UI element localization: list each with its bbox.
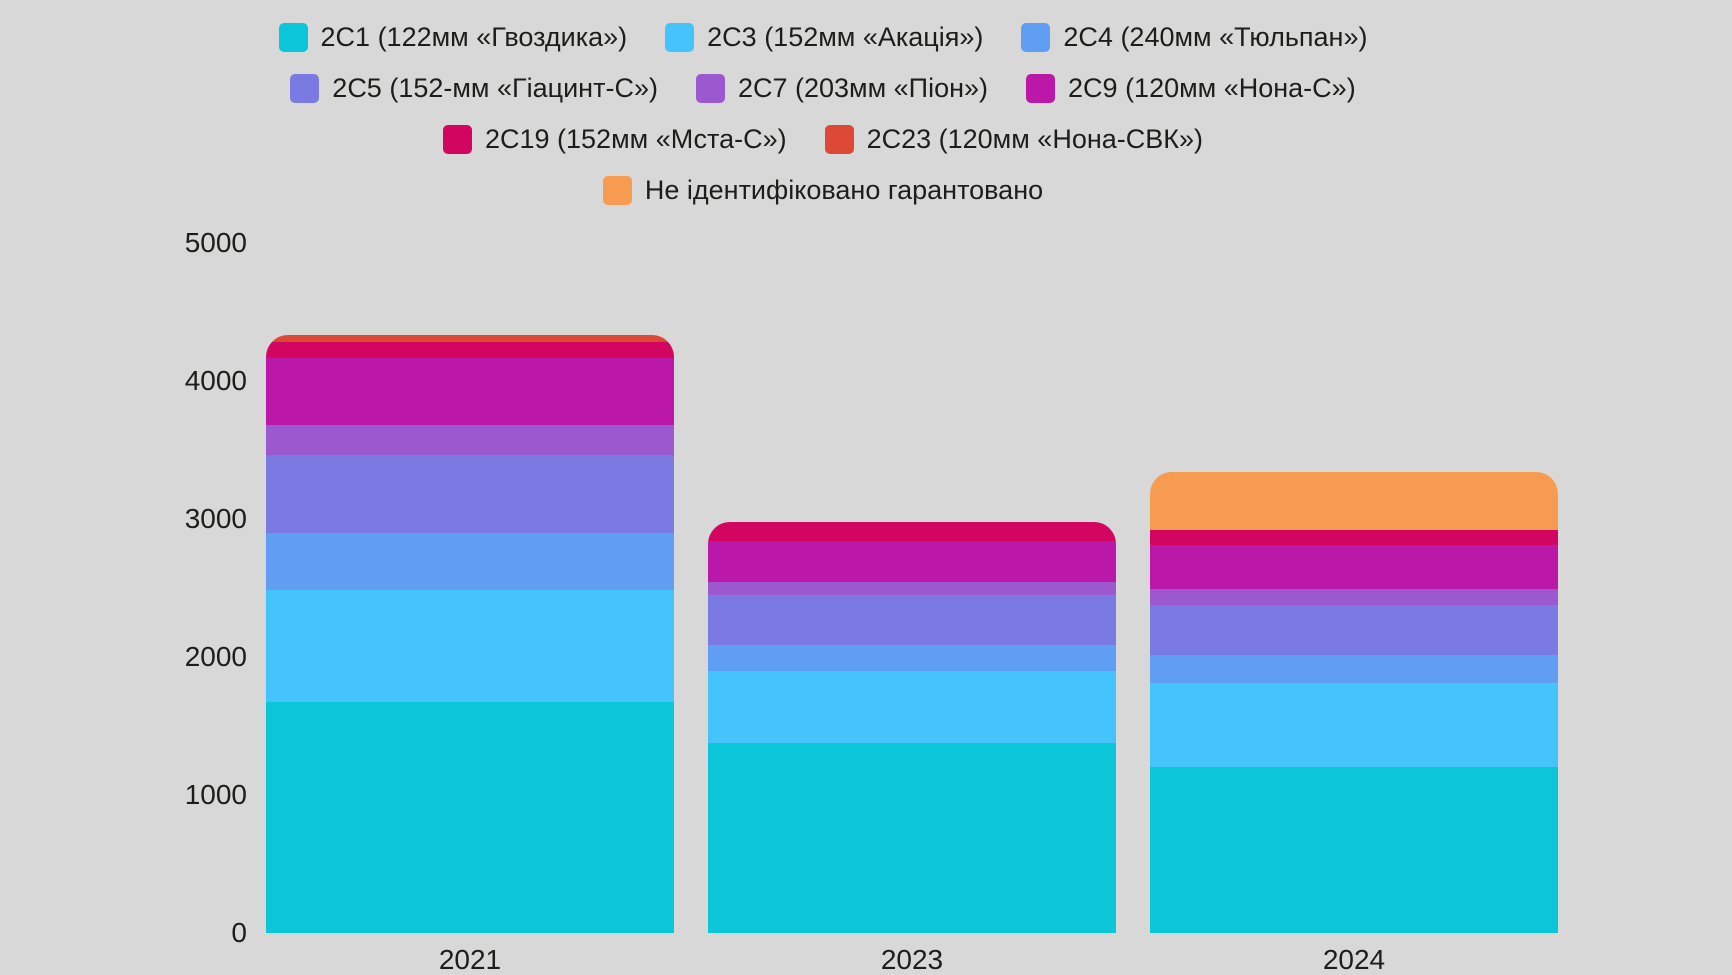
legend-label: 2С7 (203мм «Піон») <box>737 73 989 103</box>
bar-segment[interactable] <box>708 541 1116 582</box>
legend-row-4: Не ідентифіковано гарантовано <box>602 174 1044 207</box>
legend-swatch-icon <box>665 23 695 52</box>
legend-swatch-icon <box>290 74 320 103</box>
legend-item[interactable]: 2С5 (152-мм «Гіацинт-С») <box>290 72 658 105</box>
bar-segment[interactable] <box>266 335 674 343</box>
y-axis-tick-label: 3000 <box>184 503 247 534</box>
legend-row-3: 2С19 (152мм «Мста-С») 2С23 (120мм «Нона-С… <box>442 123 1203 156</box>
legend-swatch-icon <box>824 125 854 154</box>
bar-segment[interactable] <box>1150 683 1558 768</box>
legend-swatch-icon <box>602 176 632 205</box>
legend-label: 2С1 (122мм «Гвоздика») <box>320 22 628 52</box>
legend-label: 2С3 (152мм «Акація») <box>707 22 984 52</box>
chart-legend: 2С1 (122мм «Гвоздика») 2С3 (152мм «Акація… <box>0 21 1732 207</box>
legend-swatch-icon <box>1026 74 1056 103</box>
legend-row-1: 2С1 (122мм «Гвоздика») 2С3 (152мм «Акація… <box>278 21 1367 54</box>
legend-item[interactable]: 2С1 (122мм «Гвоздика») <box>278 21 628 54</box>
bar-segment[interactable] <box>266 358 674 426</box>
legend-label: 2С5 (152-мм «Гіацинт-С») <box>332 73 658 103</box>
legend-label: 2С4 (240мм «Тюльпан») <box>1063 22 1368 52</box>
bar-segment[interactable] <box>266 533 674 591</box>
bar-segment[interactable] <box>266 425 674 455</box>
bar-segment[interactable] <box>266 701 674 933</box>
bar-segment[interactable] <box>266 454 674 534</box>
bar-2024 <box>1150 472 1558 933</box>
legend-item[interactable]: 2С23 (120мм «Нона-СВК») <box>824 123 1203 156</box>
bar-segment[interactable] <box>708 644 1116 672</box>
y-axis-tick-label: 5000 <box>184 227 247 258</box>
legend-item[interactable]: Не ідентифіковано гарантовано <box>602 174 1044 207</box>
legend-label: 2С23 (120мм «Нона-СВК») <box>866 124 1203 154</box>
bar-segment[interactable] <box>1150 654 1558 684</box>
bar-segment[interactable] <box>708 522 1116 542</box>
y-axis-tick-label: 0 <box>231 917 247 948</box>
x-axis-category-label: 2023 <box>880 944 944 975</box>
bar-segment[interactable] <box>1150 472 1558 531</box>
legend-label: 2С19 (152мм «Мста-С») <box>484 124 787 154</box>
y-axis-tick-label: 2000 <box>184 641 247 672</box>
bar-2023 <box>708 522 1116 933</box>
bar-segment[interactable] <box>1150 605 1558 655</box>
legend-label: 2С9 (120мм «Нона-С») <box>1068 73 1356 103</box>
bar-2021 <box>266 335 674 933</box>
bar-segment[interactable] <box>708 743 1116 933</box>
legend-item[interactable]: 2С7 (203мм «Піон») <box>695 72 989 105</box>
y-axis-tick-label: 1000 <box>184 779 247 810</box>
legend-item[interactable]: 2С9 (120мм «Нона-С») <box>1026 72 1356 105</box>
legend-swatch-icon <box>1021 23 1051 52</box>
legend-item[interactable]: 2С3 (152мм «Акація») <box>665 21 983 54</box>
bar-segment[interactable] <box>708 581 1116 595</box>
legend-item[interactable]: 2С4 (240мм «Тюльпан») <box>1021 21 1367 54</box>
bar-segment[interactable] <box>1150 545 1558 589</box>
x-axis-category-label: 2021 <box>438 944 502 975</box>
bar-segment[interactable] <box>708 671 1116 744</box>
bar-segment[interactable] <box>266 342 674 359</box>
legend-item[interactable]: 2С19 (152мм «Мста-С») <box>442 123 787 156</box>
bar-segment[interactable] <box>1150 767 1558 933</box>
bar-segment[interactable] <box>1150 588 1558 606</box>
bar-segment[interactable] <box>266 590 674 702</box>
y-axis-tick-label: 4000 <box>184 365 247 396</box>
bar-segment[interactable] <box>708 594 1116 645</box>
x-axis-category-label: 2024 <box>1322 944 1386 975</box>
legend-swatch-icon <box>442 125 472 154</box>
legend-swatch-icon <box>278 23 308 52</box>
legend-label: Не ідентифіковано гарантовано <box>644 175 1044 205</box>
bar-segment[interactable] <box>1150 530 1558 546</box>
legend-row-2: 2С5 (152-мм «Гіацинт-С») 2С7 (203мм «Піон… <box>290 72 1356 105</box>
legend-swatch-icon <box>695 74 725 103</box>
